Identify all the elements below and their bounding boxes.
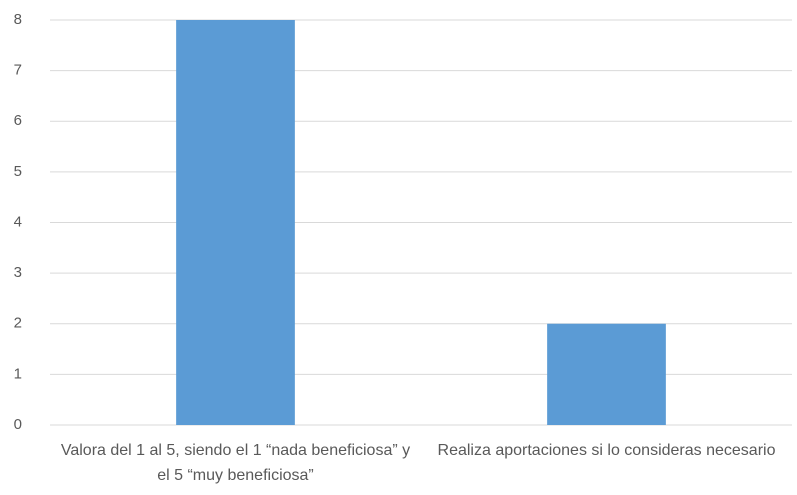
bar: [176, 20, 295, 425]
x-tick-label: Realiza aportaciones si lo consideras ne…: [437, 442, 776, 459]
y-tick-label: 0: [14, 416, 22, 433]
x-tick-label-box: Valora del 1 al 5, siendo el 1 “nada ben…: [60, 442, 411, 484]
bar: [547, 323, 666, 425]
y-tick-label: 5: [14, 163, 22, 180]
y-tick-label: 2: [14, 315, 22, 332]
y-tick-label: 1: [14, 365, 22, 382]
y-tick-label: 6: [14, 112, 22, 129]
y-tick-label: 3: [14, 264, 22, 281]
x-tick-label: Valora del 1 al 5, siendo el 1 “nada ben…: [60, 442, 411, 484]
x-tick-label-box: Realiza aportaciones si lo consideras ne…: [437, 442, 776, 459]
y-tick-label: 8: [14, 11, 22, 28]
y-tick-label: 4: [14, 213, 22, 230]
y-tick-label: 7: [14, 62, 22, 79]
